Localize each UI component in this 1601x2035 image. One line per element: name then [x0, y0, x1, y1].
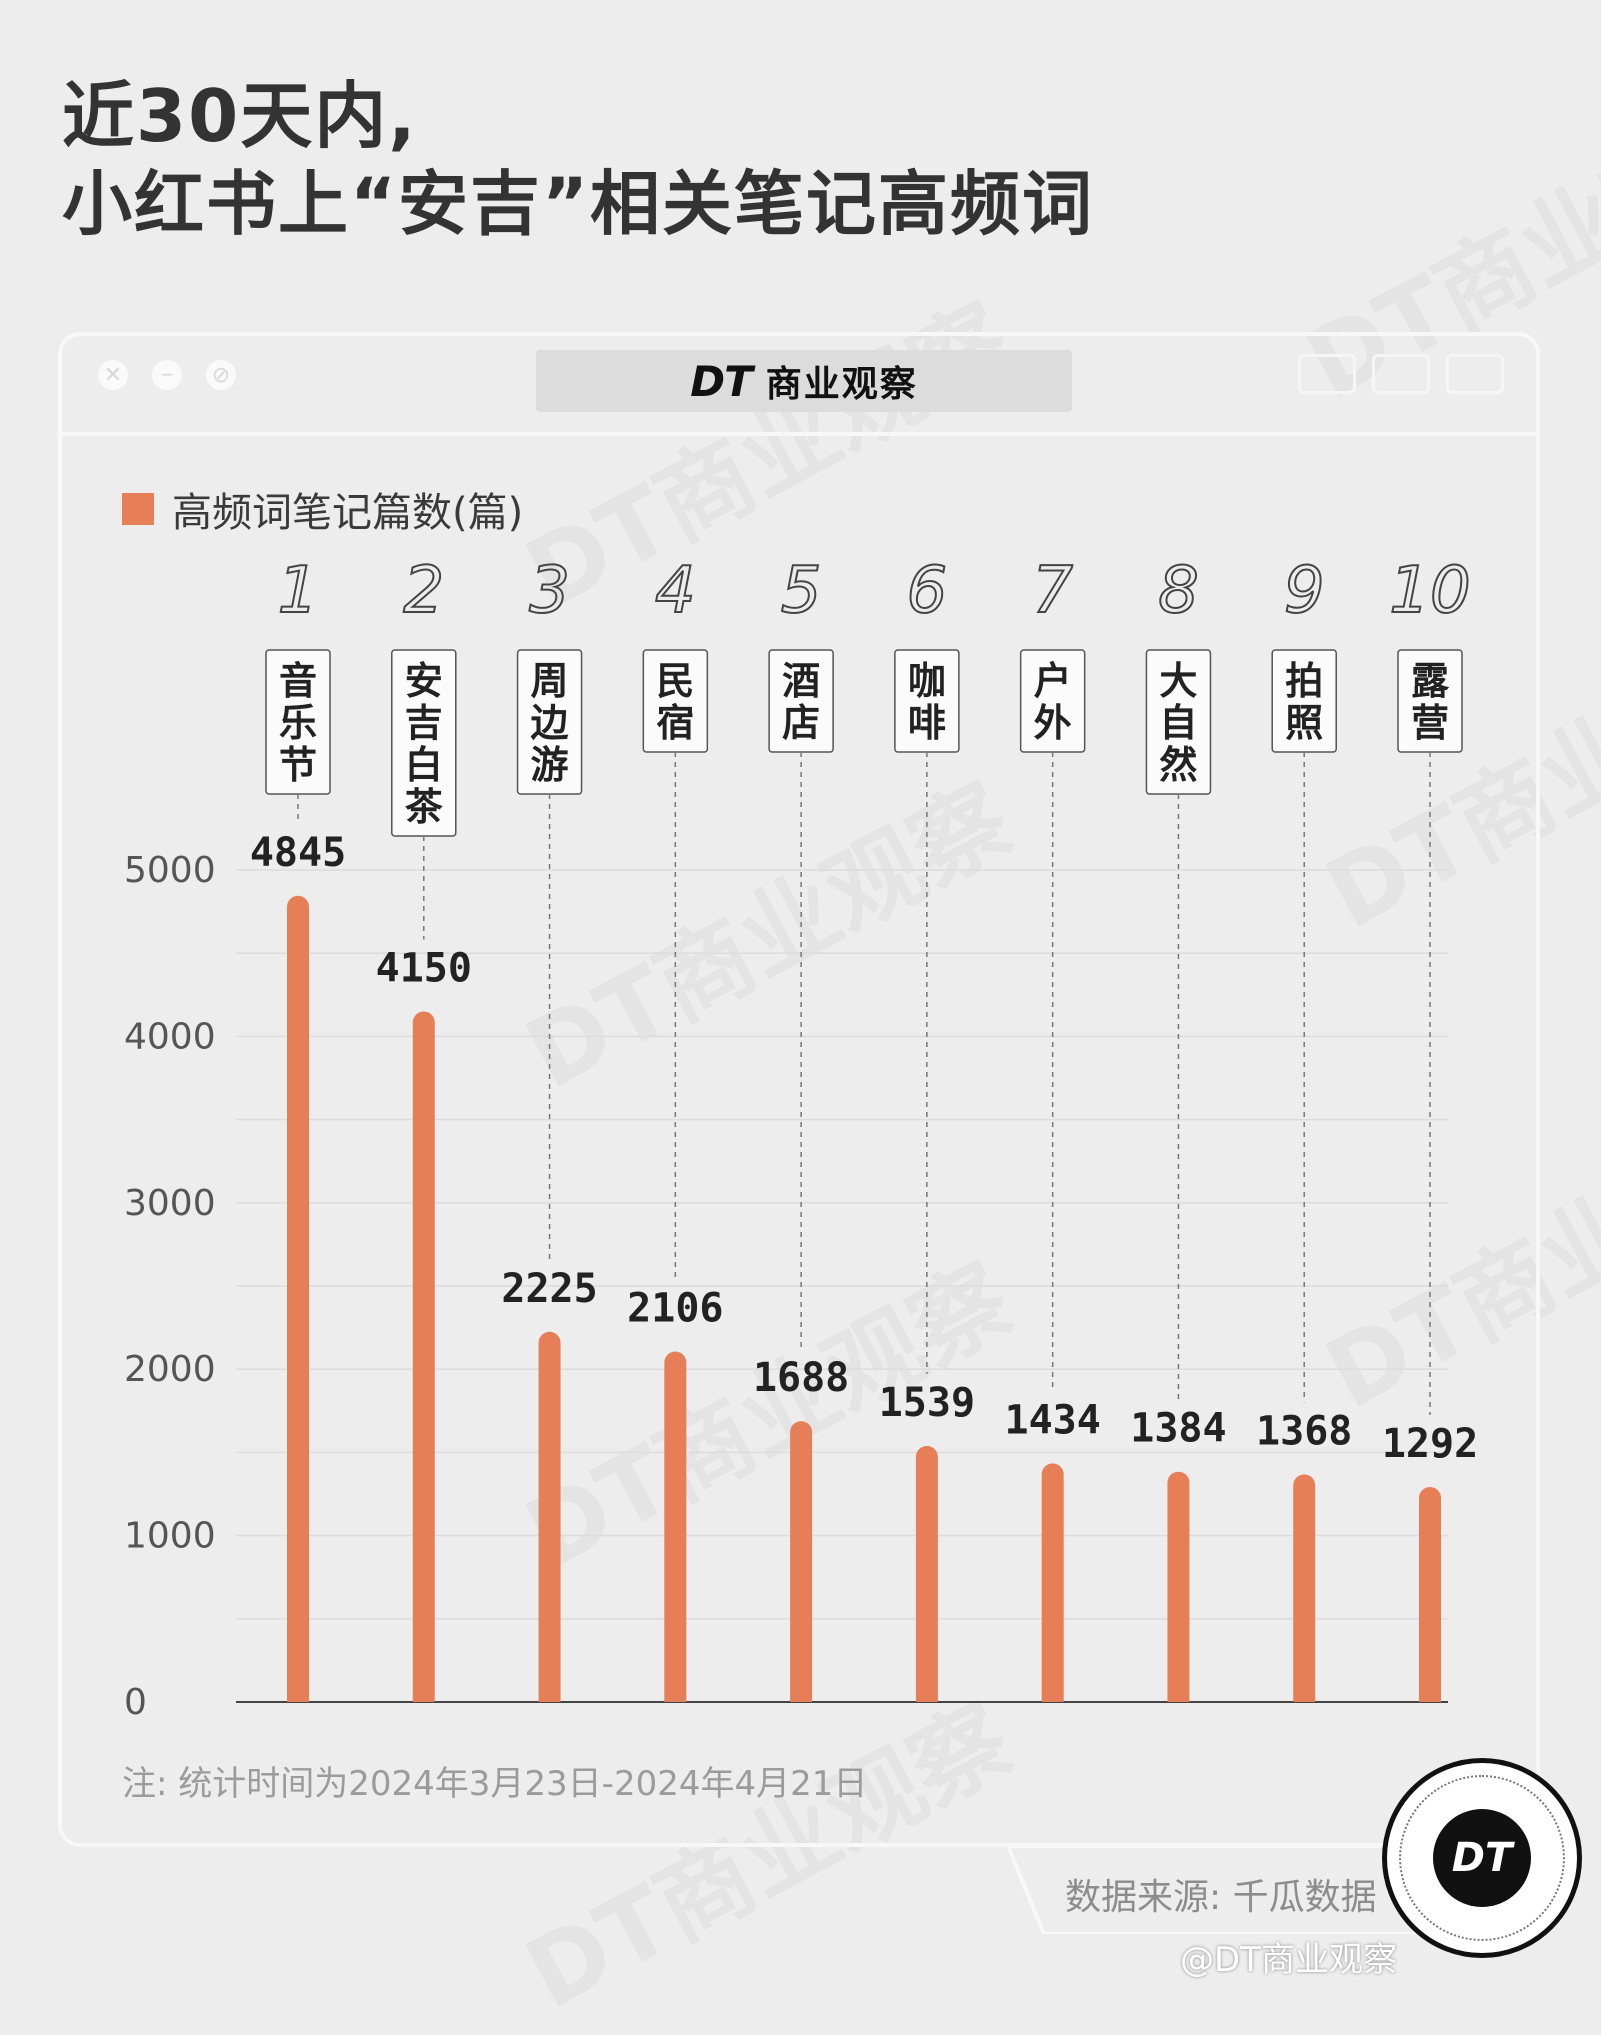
close-icon[interactable]: ✕ — [98, 360, 128, 390]
bar — [287, 895, 309, 1702]
bar — [1167, 1471, 1190, 1702]
headline: 近30天内, 小红书上“安吉”相关笔记高频词 — [62, 72, 1094, 248]
y-tick-label: 4000 — [124, 1016, 216, 1057]
bar — [538, 1331, 561, 1702]
rank-number: 4 — [655, 554, 696, 628]
rank-number: 5 — [781, 554, 822, 628]
y-tick-label: 1000 — [124, 1516, 216, 1557]
cancel-icon[interactable]: ⊘ — [206, 360, 236, 390]
browser-window: ✕ − ⊘ DT 商业观察 — [58, 332, 1540, 1847]
category-label-char: 店 — [782, 701, 820, 745]
category-label-char: 游 — [531, 743, 569, 787]
value-label: 1539 — [879, 1380, 975, 1426]
title-line-2: 小红书上“安吉”相关笔记高频词 — [62, 163, 1095, 245]
category-label-char: 民 — [656, 659, 694, 703]
category-label-char: 吉 — [405, 701, 443, 745]
category-label-char: 白 — [405, 743, 443, 787]
rank-number: 10 — [1389, 554, 1470, 628]
title-line-1: 近30天内, — [62, 74, 418, 158]
source-tab — [1008, 1846, 1428, 1934]
rank-number: 2 — [403, 554, 444, 628]
share-icon[interactable] — [1372, 354, 1430, 394]
badge-ring — [1399, 1775, 1565, 1941]
data-source: 数据来源: 千瓜数据 — [1065, 1877, 1377, 1918]
category-label-char: 茶 — [405, 785, 444, 829]
category-label-char: 自 — [1159, 701, 1197, 745]
brand-name: 商业观察 — [765, 364, 918, 405]
value-label: 1434 — [1005, 1397, 1101, 1443]
category-label-char: 露 — [1411, 659, 1450, 703]
rank-number: 7 — [1032, 554, 1073, 628]
category-label-char: 酒 — [782, 659, 820, 703]
category-label-char: 节 — [279, 743, 317, 787]
category-label-char: 边 — [531, 701, 569, 745]
category-label-char: 营 — [1411, 701, 1449, 745]
value-label: 4150 — [376, 945, 472, 991]
y-tick-label: 2000 — [124, 1349, 216, 1390]
brand-bar: DT 商业观察 — [536, 350, 1072, 412]
bar — [790, 1421, 813, 1702]
dt-badge: DT — [1382, 1758, 1582, 1958]
category-label-char: 安 — [405, 659, 443, 703]
category-label-char: 户 — [1034, 659, 1072, 703]
footnote: 注: 统计时间为2024年3月23日-2024年4月21日 — [122, 1764, 868, 1804]
bar — [1041, 1463, 1064, 1702]
value-label: 2225 — [501, 1266, 597, 1312]
category-label-char: 照 — [1285, 701, 1323, 745]
bar — [664, 1351, 687, 1702]
minimize-icon[interactable]: − — [152, 360, 182, 390]
value-label: 2106 — [627, 1286, 723, 1332]
category-label-char: 啡 — [908, 701, 946, 745]
rank-number: 1 — [278, 554, 319, 628]
brand-logo: DT — [690, 356, 753, 406]
y-tick-label: 3000 — [124, 1183, 216, 1224]
record-icon[interactable] — [1298, 354, 1356, 394]
legend-swatch — [122, 493, 154, 525]
category-label-char: 拍 — [1285, 659, 1323, 703]
category-label-char: 音 — [279, 659, 317, 703]
bar — [915, 1445, 938, 1702]
y-tick-label: 0 — [124, 1682, 147, 1723]
value-label: 1292 — [1382, 1421, 1478, 1467]
bar — [1293, 1474, 1316, 1702]
y-tick-label: 5000 — [124, 850, 216, 891]
footer-credit: @DT商业观察 — [1180, 1940, 1397, 1980]
titlebar-divider — [62, 432, 1536, 436]
category-label-char: 乐 — [279, 701, 317, 745]
window-titlebar: ✕ − ⊘ DT 商业观察 — [62, 336, 1536, 434]
category-label-char: 大 — [1159, 659, 1197, 703]
chart-legend: 高频词笔记篇数(篇) — [122, 480, 523, 538]
value-label: 1368 — [1256, 1408, 1352, 1454]
category-label-char: 宿 — [656, 701, 694, 745]
value-label: 1688 — [753, 1355, 849, 1401]
rank-number: 6 — [907, 554, 948, 628]
category-label-char: 然 — [1159, 743, 1197, 787]
bar — [1419, 1487, 1441, 1702]
category-label-char: 咖 — [908, 659, 946, 703]
bar — [412, 1011, 435, 1702]
category-label-char: 外 — [1034, 701, 1072, 745]
legend-label: 高频词笔记篇数(篇) — [172, 490, 524, 536]
rank-number: 8 — [1158, 554, 1199, 628]
category-label-char: 周 — [531, 659, 569, 703]
rank-number: 9 — [1284, 554, 1325, 628]
value-label: 1384 — [1130, 1406, 1226, 1452]
rank-number: 3 — [529, 554, 570, 628]
value-label: 4845 — [250, 830, 346, 876]
copy-icon[interactable] — [1446, 354, 1504, 394]
